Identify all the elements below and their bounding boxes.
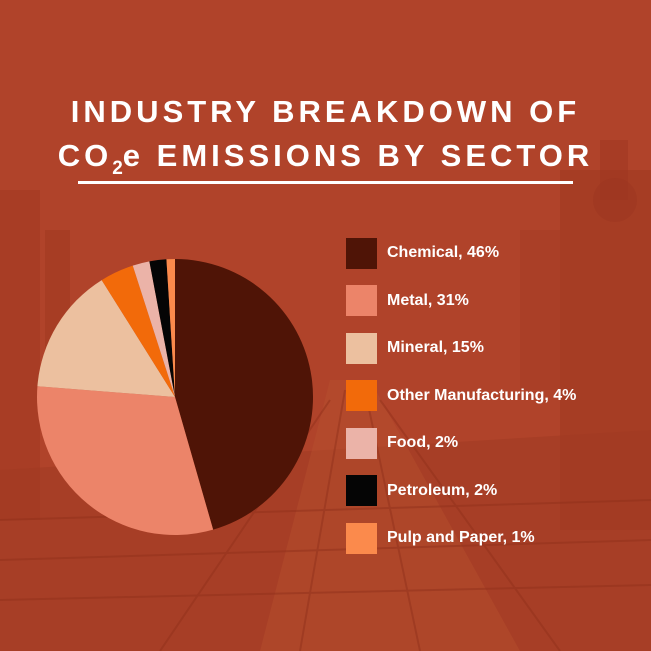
legend-label: Food, 2% [387, 434, 459, 451]
pie-slice-mineral [37, 280, 175, 397]
title-divider [78, 181, 573, 184]
title-rest: e EMISSIONS BY SECTOR [122, 138, 594, 173]
legend-label: Mineral, 15% [387, 339, 484, 356]
legend-label: Chemical, 46% [387, 244, 500, 261]
legend-swatch [346, 522, 377, 554]
legend-label: Metal, 31% [387, 291, 469, 309]
legend-item: Other Manufacturing, 4% [346, 380, 576, 412]
legend-swatch [346, 380, 377, 411]
legend-label: Other Manufacturing, 4% [387, 386, 577, 404]
legend-label: Petroleum, 2% [387, 481, 498, 499]
legend-item: Food, 2% [346, 427, 576, 459]
chart-title: INDUSTRY BREAKDOWN OF CO2e EMISSIONS BY … [0, 90, 651, 183]
legend-swatch [346, 332, 377, 364]
legend-item: Petroleum, 2% [346, 475, 576, 507]
title-subscript: 2 [112, 158, 123, 179]
pie-slice-chemical [175, 259, 314, 530]
pie-chart [37, 259, 314, 536]
legend-swatch [346, 285, 377, 316]
title-line-2: CO2e EMISSIONS BY SECTOR [0, 134, 651, 183]
legend-item: Mineral, 15% [346, 332, 576, 364]
pie-slice-petroleum [149, 259, 175, 397]
pie-slice-pulp-and-paper [166, 259, 175, 397]
pie-slice-food [132, 261, 175, 397]
legend-swatch [346, 475, 377, 506]
legend-item: Chemical, 46% [346, 237, 576, 269]
legend-item: Pulp and Paper, 1% [346, 522, 576, 554]
legend-swatch [346, 427, 377, 459]
title-co: CO [57, 138, 113, 173]
pie-slice-other-manufacturing [101, 265, 175, 397]
title-line-1: INDUSTRY BREAKDOWN OF [70, 94, 581, 129]
chart-legend: Chemical, 46% Metal, 31% Mineral, 15% Other… [346, 237, 576, 570]
legend-swatch [346, 237, 377, 269]
legend-label: Pulp and Paper, 1% [387, 529, 535, 546]
pie-slice-metal [37, 386, 214, 536]
legend-item: Metal, 31% [346, 285, 576, 317]
